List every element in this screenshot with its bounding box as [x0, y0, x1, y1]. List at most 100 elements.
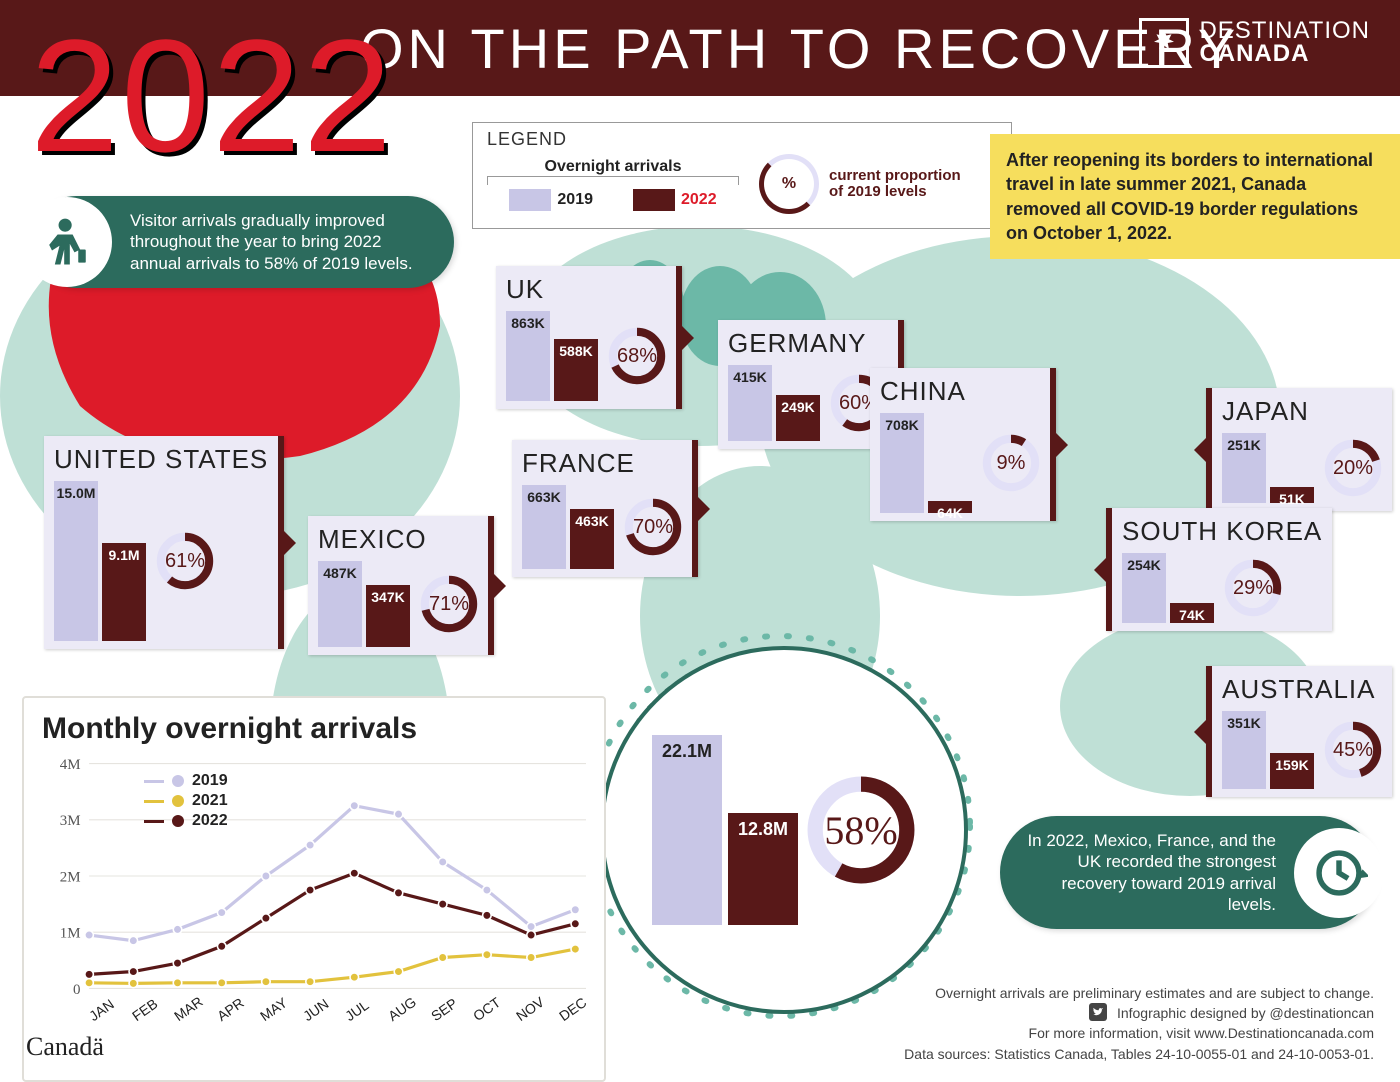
country-bars: 663K 463K — [522, 485, 614, 569]
val-2022: 159K — [1275, 753, 1308, 773]
brand-bot: CANADA — [1199, 40, 1309, 67]
card-china: CHINA 708K 64K 9% — [870, 368, 1056, 521]
legend: LEGEND Overnight arrivals 2019 2022 — [472, 122, 1012, 229]
center-bar-2019: 22.1M — [652, 735, 722, 925]
info-yellow-box: After reopening its borders to internati… — [990, 134, 1400, 259]
val-2019: 487K — [323, 561, 356, 581]
val-2019: 863K — [511, 311, 544, 331]
chart-title: Monthly overnight arrivals — [42, 712, 586, 746]
country-name: UNITED STATES — [54, 444, 268, 475]
country-donut: 70% — [624, 498, 682, 556]
country-name: AUSTRALIA — [1222, 674, 1382, 705]
callout-visitor-arrivals: Visitor arrivals gradually improved thro… — [30, 196, 454, 288]
val-2019: 663K — [527, 485, 560, 505]
swatch-2022 — [633, 189, 675, 211]
card-uk: UK 863K 588K 68% — [496, 266, 682, 409]
chart-legend-row: 2019 — [144, 772, 228, 790]
country-pct: 29% — [1224, 559, 1282, 617]
brand-text: DESTINATION CANADA — [1199, 20, 1370, 66]
country-bars: 415K 249K — [728, 365, 820, 441]
center-bar-2022-val: 12.8M — [728, 813, 798, 840]
country-pct: 71% — [420, 575, 478, 633]
val-2019: 251K — [1227, 433, 1260, 453]
country-name: JAPAN — [1222, 396, 1382, 427]
country-donut: 45% — [1324, 721, 1382, 779]
svg-text:2M: 2M — [60, 869, 81, 885]
center-bar-2019-val: 22.1M — [652, 735, 722, 762]
credits: Overnight arrivals are preliminary estim… — [904, 983, 1374, 1064]
credits-l1: Overnight arrivals are preliminary estim… — [904, 983, 1374, 1003]
svg-text:4M: 4M — [60, 757, 81, 773]
callout-tl-text: Visitor arrivals gradually improved thro… — [130, 210, 434, 274]
twitter-icon — [1089, 1003, 1107, 1021]
chart-legend-label: 2019 — [192, 772, 228, 790]
page: ON THE PATH TO RECOVERY DESTINATION CANA… — [0, 0, 1400, 1082]
swatch-2022-label: 2022 — [681, 191, 717, 209]
center-bar-2022: 12.8M — [728, 813, 798, 925]
credits-l2: Infographic designed by @destinationcan — [904, 1003, 1374, 1023]
country-bars: 254K 74K — [1122, 553, 1214, 623]
country-donut: 61% — [156, 532, 214, 590]
country-pct: 61% — [156, 532, 214, 590]
card-australia: AUSTRALIA 351K 159K 45% — [1206, 666, 1392, 797]
canada-wordmark: Canadä — [26, 1032, 104, 1062]
val-2019: 254K — [1127, 553, 1160, 573]
val-2022: 588K — [559, 339, 592, 359]
val-2019: 708K — [885, 413, 918, 433]
callout-br-text: In 2022, Mexico, France, and the UK reco… — [1022, 830, 1276, 915]
maple-leaf-icon — [1139, 18, 1189, 68]
chart-legend-row: 2022 — [144, 812, 228, 830]
country-bars: 863K 588K — [506, 311, 598, 401]
total-global-arrivals: TOTAL ANNUAL GLOBAL ARRIVALS BY ALL MODE… — [580, 626, 980, 1026]
country-donut: 29% — [1224, 559, 1282, 617]
chart-legend-label: 2022 — [192, 812, 228, 830]
country-bars: 251K 51K — [1222, 433, 1314, 503]
country-bars: 15.0M 9.1M — [54, 481, 146, 641]
svg-text:0: 0 — [73, 982, 81, 998]
clock-arrow-icon — [1294, 828, 1384, 918]
card-france: FRANCE 663K 463K 70% — [512, 440, 698, 577]
traveller-icon — [22, 197, 112, 287]
val-2022: 347K — [371, 585, 404, 605]
card-us: UNITED STATES 15.0M 9.1M 61% — [44, 436, 284, 649]
country-donut: 68% — [608, 327, 666, 385]
country-pct: 20% — [1324, 439, 1382, 497]
legend-pct-icon: % — [759, 154, 819, 214]
country-donut: 20% — [1324, 439, 1382, 497]
legend-pct: % current proportion of 2019 levels — [759, 154, 969, 214]
wordmark-text: Canadä — [26, 1032, 104, 1061]
val-2022: 463K — [575, 509, 608, 529]
svg-text:3M: 3M — [60, 813, 81, 829]
country-name: CHINA — [880, 376, 1040, 407]
card-japan: JAPAN 251K 51K 20% — [1206, 388, 1392, 511]
monthly-arrivals-chart: Monthly overnight arrivals 01M2M3M4M JAN… — [22, 696, 606, 1082]
brand-logo: DESTINATION CANADA — [1139, 18, 1370, 68]
center-circle: 22.1M 12.8M 58% — [600, 646, 968, 1014]
val-2019: 415K — [733, 365, 766, 385]
chart-xlabels: JANFEBMARAPRMAYJUNJULAUGSEPOCTNOVDEC — [42, 1011, 586, 1027]
callout-strongest-recovery: In 2022, Mexico, France, and the UK reco… — [1000, 816, 1376, 929]
country-bars: 351K 159K — [1222, 711, 1314, 789]
country-name: UK — [506, 274, 666, 305]
country-name: FRANCE — [522, 448, 682, 479]
country-pct: 9% — [982, 434, 1040, 492]
country-bars: 487K 347K — [318, 561, 410, 647]
year-big: 2022 — [30, 4, 394, 188]
val-2022: 74K — [1179, 603, 1205, 623]
country-name: SOUTH KOREA — [1122, 516, 1322, 547]
legend-subtitle: Overnight arrivals — [545, 158, 682, 176]
country-pct: 68% — [608, 327, 666, 385]
val-2022: 51K — [1279, 487, 1305, 507]
country-bars: 708K 64K — [880, 413, 972, 513]
credits-l3: For more information, visit www.Destinat… — [904, 1023, 1374, 1043]
card-skorea: SOUTH KOREA 254K 74K 29% — [1106, 508, 1332, 631]
card-mexico: MEXICO 487K 347K 71% — [308, 516, 494, 655]
center-bars: 22.1M 12.8M — [652, 735, 798, 925]
swatch-2019 — [509, 189, 551, 211]
val-2019: 351K — [1227, 711, 1260, 731]
chart-legend-label: 2021 — [192, 792, 228, 810]
center-donut-label: 58% — [806, 775, 916, 885]
credits-l2-text: Infographic designed by @destinationcan — [1117, 1005, 1374, 1021]
country-pct: 45% — [1324, 721, 1382, 779]
credits-l4: Data sources: Statistics Canada, Tables … — [904, 1044, 1374, 1064]
